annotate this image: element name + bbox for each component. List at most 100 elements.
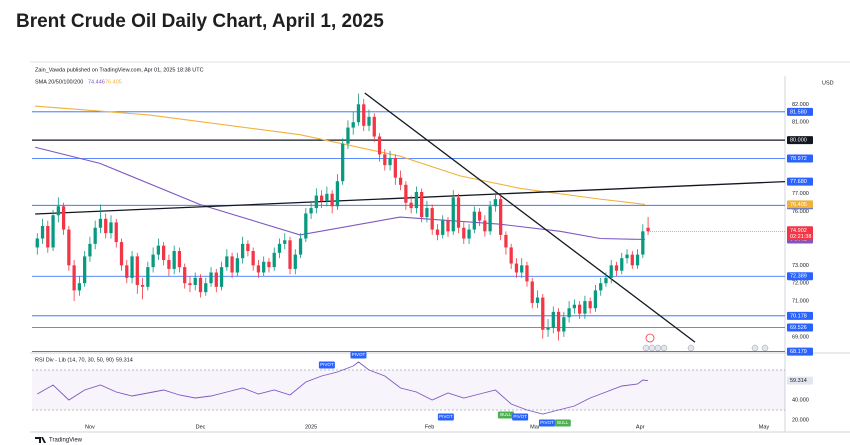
sma-tag [787, 200, 813, 209]
trendline [35, 180, 786, 215]
level-tag [787, 154, 813, 163]
rsi-signal-label: PIVOT [439, 414, 453, 419]
candle-body [214, 272, 218, 287]
candle-body [177, 251, 182, 268]
candle-body [641, 231, 645, 255]
candle-body [625, 254, 629, 259]
rsi-signal [538, 419, 555, 427]
candle-body [372, 116, 376, 137]
brand: TradingView [49, 438, 83, 444]
level-tag [787, 323, 813, 332]
candle-body [462, 227, 466, 239]
candle-body [146, 267, 150, 287]
candle-body [162, 245, 166, 260]
countdown: 02:21:38 [790, 234, 811, 240]
candle-body [314, 195, 318, 209]
rsi-signal-label: PIVOT [540, 420, 554, 425]
candle-body [578, 304, 582, 314]
level-tag [787, 107, 813, 116]
candle-body [493, 199, 498, 207]
candle-body [267, 261, 271, 268]
candle-body [298, 238, 303, 255]
x-tick-label: Nov [85, 424, 95, 430]
candle-body [504, 234, 508, 248]
candle-body [414, 191, 419, 209]
candle-body [172, 251, 176, 269]
x-tick-label: 2025 [305, 424, 317, 430]
candle-body [35, 238, 39, 248]
candle-body [151, 254, 155, 268]
rsi-title-value: 59.314 [116, 357, 133, 363]
y-tick-label: 76.000 [792, 209, 809, 215]
candle-body [599, 283, 603, 291]
candle-body [135, 256, 139, 286]
candle-body [240, 243, 245, 259]
last-price-tag [787, 226, 813, 241]
candle-body [46, 225, 50, 248]
candle-body [604, 277, 608, 284]
candle-body [104, 218, 108, 234]
candle-body [377, 136, 382, 155]
y-tick-label: 77.000 [792, 191, 809, 197]
candle-body [541, 297, 545, 330]
level-label: 68.179 [790, 349, 807, 355]
y-tick-label: 71.000 [792, 299, 809, 305]
candle-body [477, 211, 482, 221]
rsi-line [37, 361, 649, 415]
candle-body [483, 220, 487, 232]
candle-body [293, 254, 297, 269]
trendline [364, 92, 696, 343]
candle-body [451, 197, 455, 232]
candle-body [446, 220, 450, 232]
candle-body [472, 211, 476, 230]
candle-body [562, 317, 566, 332]
candle-body [551, 311, 555, 328]
candle-body [156, 245, 161, 255]
sma-legend: SMA 20/50/100/200 [35, 79, 83, 85]
candle-body [335, 181, 340, 207]
y-tick-label: 72.000 [792, 281, 809, 287]
candle-body [430, 208, 434, 230]
candle-body [93, 227, 97, 244]
candle-body [646, 227, 650, 232]
candle-body [535, 297, 540, 303]
candle-body [609, 265, 613, 278]
candle-body [51, 215, 55, 248]
rsi-signal [554, 419, 571, 427]
candle-body [593, 290, 598, 309]
candle-body [456, 197, 461, 228]
candle-body [520, 265, 524, 273]
candle-body [198, 277, 203, 293]
candle-body [556, 311, 561, 332]
sma-line [35, 146, 645, 241]
sma-legend-value: 76.405 [105, 79, 122, 85]
level-label: 70.178 [790, 313, 807, 319]
level-tag [787, 136, 813, 145]
chart-title: Brent Crude Oil Daily Chart, April 1, 20… [16, 11, 384, 32]
candle-body [319, 195, 324, 201]
candle-body [304, 213, 308, 239]
candle-body [167, 259, 171, 269]
y-tick-label: 81.000 [792, 120, 809, 126]
candle-body [509, 247, 513, 264]
candle-body [525, 265, 529, 282]
candle-body [125, 265, 129, 278]
candle-body [330, 193, 334, 207]
candle-body [40, 225, 45, 239]
event-icons [642, 333, 769, 352]
level-tag [787, 311, 813, 320]
publisher: Zain_Vawda published on TradingView.com,… [35, 67, 204, 73]
rsi-signal [318, 361, 335, 369]
rsi-signal [437, 413, 454, 421]
candle-body [499, 199, 503, 235]
y-tick-label: 82.000 [792, 102, 809, 108]
level-label: 81.580 [790, 109, 807, 115]
candle-body [620, 258, 624, 271]
candle-body [83, 256, 87, 284]
candle-body [235, 258, 239, 273]
candle-body [204, 283, 208, 293]
candle-body [630, 254, 634, 266]
candle-body [514, 263, 519, 273]
